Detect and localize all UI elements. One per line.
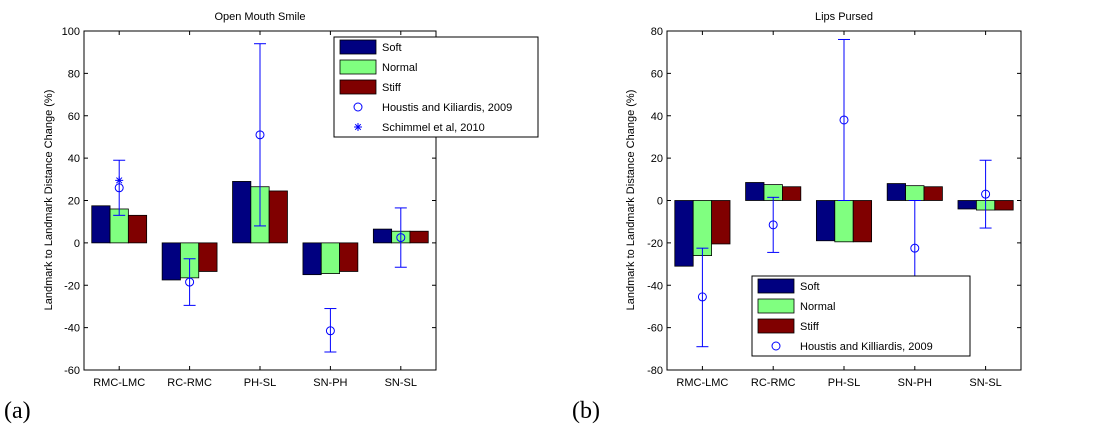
bar-stiff [852,200,873,243]
reference-point-circle [325,326,335,336]
chart-title: Open Mouth Smile [214,11,305,23]
y-tick-label: 40 [651,111,663,123]
bar-soft [161,242,181,281]
bar-stiff [409,230,429,244]
x-tick-label: PH-SL [828,377,860,389]
legend-swatch [757,298,795,314]
bar-normal [905,185,925,201]
legend-label: Houstis and Kiliardis, 2009 [382,102,512,114]
bar-stiff [198,242,218,272]
chart-title: Lips Pursed [815,11,873,23]
y-tick-label: -60 [647,323,663,335]
legend-swatch [757,318,795,334]
legend-circle-icon [353,102,363,112]
bar-stiff [711,200,731,245]
legend-label: Stiff [382,82,402,94]
x-tick-label: RC-RMC [167,377,212,389]
legend-label: Soft [382,42,402,54]
reference-point-circle [981,189,991,199]
reference-point-circle [910,243,920,253]
bar-stiff [782,186,802,201]
x-tick-label: SN-PH [898,377,932,389]
legend-swatch [339,39,377,55]
y-tick-label: -20 [64,280,80,292]
bar-normal [692,200,713,256]
bar-soft [674,200,694,267]
bar-soft [815,200,836,242]
x-tick-label: SN-SL [385,377,417,389]
legend-swatch [339,79,377,95]
legend: Soft Normal Stiff Houstis and Killiardis, 2… [751,275,971,357]
reference-point-star [115,176,124,185]
y-tick-label: 60 [68,111,80,123]
legend-label: Normal [382,62,417,74]
chart-panel-a: Open Mouth Smile Landmark to Landmark Di… [4,11,539,424]
reference-point-circle [255,130,265,140]
y-tick-label: 60 [651,68,663,80]
reference-point-circle [768,220,778,230]
y-tick-label: 20 [68,196,80,208]
y-tick-label: 80 [68,68,80,80]
reference-point-circle [185,277,195,287]
y-tick-label: -40 [64,323,80,335]
legend-label: Houstis and Killiardis, 2009 [800,341,933,353]
x-tick-label: RMC-LMC [93,377,145,389]
legend-label: Normal [800,301,835,313]
bar-normal [320,242,340,274]
reference-point-circle [396,233,406,243]
reference-point-circle [697,292,707,302]
x-tick-label: RC-RMC [751,377,796,389]
bar-soft [372,228,393,244]
legend-circle-icon [771,341,781,351]
y-axis-label: Landmark to Landmark Distance Change (%) [43,90,55,311]
panel-label: (b) [572,398,600,424]
y-tick-label: 20 [651,153,663,165]
bar-stiff [268,190,288,244]
x-tick-label: PH-SL [244,377,276,389]
panel-label: (a) [4,398,31,424]
bar-stiff [339,242,359,272]
x-tick-label: SN-SL [969,377,1001,389]
legend: Soft Normal Stiff Houstis and Kiliardis, 20… [333,36,539,138]
x-tick-label: SN-PH [313,377,347,389]
bar-stiff [923,186,943,201]
bar-soft [91,205,111,244]
legend-swatch [339,59,377,75]
legend-label: Stiff [800,321,820,333]
bar-normal [834,200,854,243]
y-tick-label: 0 [74,238,80,250]
x-tick-label: RMC-LMC [676,377,728,389]
y-axis-label: Landmark to Landmark Distance Change (%) [625,90,637,311]
y-tick-label: -20 [647,238,663,250]
legend-label: Schimmel et al, 2010 [382,122,485,134]
legend-label: Soft [800,281,820,293]
bar-soft [745,182,765,201]
reference-point-circle [839,115,849,125]
bar-stiff [127,214,148,244]
y-tick-label: 100 [62,26,80,38]
bar-soft [886,183,906,201]
bar-stiff [994,200,1014,211]
chart-panel-b: Lips Pursed Landmark to Landmark Distanc… [572,11,1022,424]
y-tick-label: -80 [647,365,663,377]
legend-swatch [757,278,795,294]
bar-soft [957,200,977,210]
y-tick-label: -60 [64,365,80,377]
y-tick-label: -40 [647,280,663,292]
bar-soft [232,181,252,244]
bar-soft [302,242,322,276]
y-tick-label: 40 [68,153,80,165]
y-tick-label: 0 [657,196,663,208]
legend-star-icon [354,123,362,131]
y-tick-label: 80 [651,26,663,38]
